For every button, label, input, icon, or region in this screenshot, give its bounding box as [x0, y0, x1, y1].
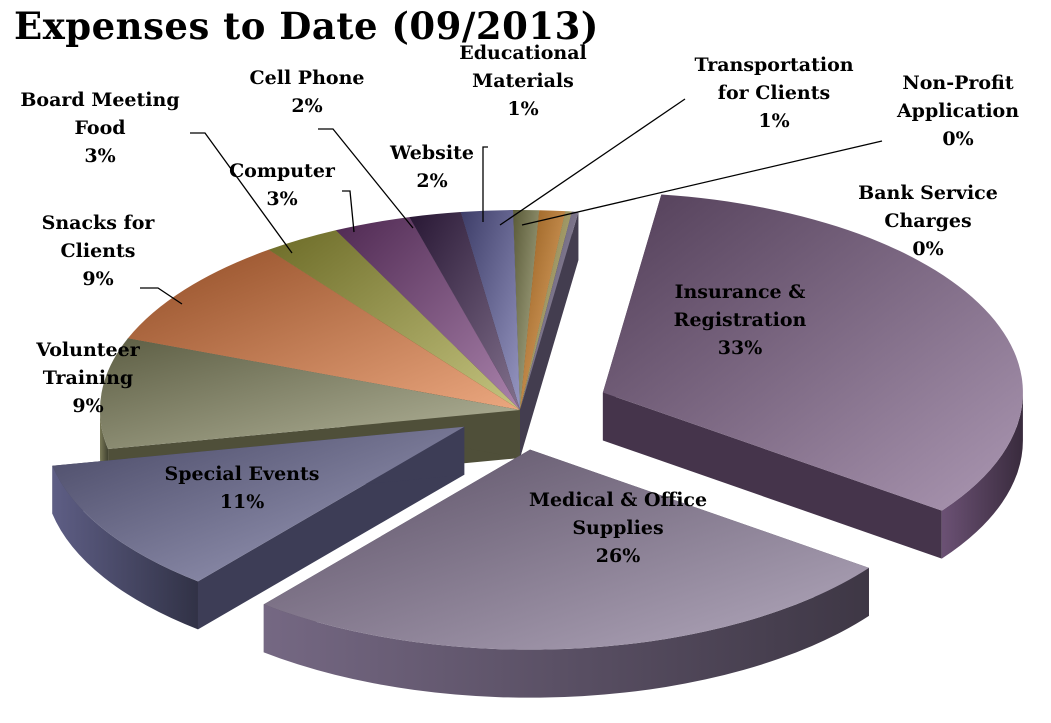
- slice-label: Special Events 11%: [165, 463, 320, 513]
- slice-name: Charges: [884, 210, 971, 232]
- slice-percent: 2%: [416, 170, 447, 192]
- leader-line: [482, 146, 488, 222]
- slice-name: Clients: [61, 240, 136, 262]
- slice-label: Website 2%: [389, 142, 474, 192]
- slice-label: Volunteer Training 9%: [35, 339, 140, 417]
- slice-name: Training: [43, 367, 133, 389]
- leader-line: [499, 98, 686, 226]
- leader-line: [318, 128, 414, 229]
- chart-title: Expenses to Date (09/2013): [14, 4, 599, 48]
- slice-percent: 9%: [82, 268, 113, 290]
- slice-percent: 3%: [84, 145, 115, 167]
- slice-label: Transportation for Clients 1%: [694, 54, 853, 132]
- slice-name: Medical & Office: [529, 489, 707, 511]
- slice-name: Snacks for: [42, 212, 156, 234]
- pie-slices: [52, 194, 1023, 698]
- slice-name: Cell Phone: [250, 67, 365, 89]
- slice-label: Cell Phone 2%: [250, 67, 365, 117]
- slice-name: for Clients: [718, 82, 830, 104]
- slice-percent: 26%: [596, 545, 641, 567]
- slice-name: Application: [896, 100, 1019, 122]
- slice-name: Materials: [472, 70, 574, 92]
- slice-percent: 33%: [718, 337, 763, 359]
- slice-name: Special Events: [165, 463, 320, 485]
- slice-name: Transportation: [694, 54, 853, 76]
- slice-label: Board Meeting Food 3%: [20, 89, 179, 167]
- slice-name: Insurance &: [675, 281, 806, 303]
- slice-percent: 9%: [72, 395, 103, 417]
- leader-line: [190, 132, 293, 254]
- leader-line: [342, 190, 355, 233]
- slice-label: Computer 3%: [229, 160, 336, 210]
- slice-label: Insurance & Registration 33%: [674, 281, 807, 359]
- slice-percent: 0%: [942, 128, 973, 150]
- pie-slice: [52, 426, 465, 630]
- slice-percent: 1%: [507, 98, 538, 120]
- slice-label: Snacks for Clients 9%: [42, 212, 156, 290]
- slice-labels: Insurance & Registration 33% Medical & Offi…: [20, 42, 1019, 567]
- slice-name: Volunteer: [35, 339, 140, 361]
- slice-name: Non-Profit: [902, 72, 1014, 94]
- slice-name: Bank Service: [858, 182, 998, 204]
- leader-line: [521, 140, 883, 226]
- pie-slice: [602, 194, 1023, 559]
- slice-name: Website: [389, 142, 474, 164]
- slice-percent: 2%: [291, 95, 322, 117]
- slice-name: Board Meeting: [20, 89, 179, 111]
- pie-slice: [520, 211, 579, 458]
- slice-name: Supplies: [572, 517, 663, 539]
- slice-name: Educational: [459, 42, 586, 64]
- slice-name: Computer: [229, 160, 336, 182]
- slice-label: Bank Service Charges 0%: [858, 182, 998, 260]
- slice-name: Food: [74, 117, 125, 139]
- slice-label: Educational Materials 1%: [459, 42, 586, 120]
- slice-percent: 3%: [266, 188, 297, 210]
- slice-label: Medical & Office Supplies 26%: [529, 489, 707, 567]
- slice-percent: 0%: [912, 238, 943, 260]
- slice-label: Non-Profit Application 0%: [896, 72, 1019, 150]
- slice-percent: 1%: [758, 110, 789, 132]
- slice-percent: 11%: [220, 491, 265, 513]
- pie-slice: [263, 449, 869, 698]
- leader-line: [140, 287, 183, 305]
- slice-name: Registration: [674, 309, 807, 331]
